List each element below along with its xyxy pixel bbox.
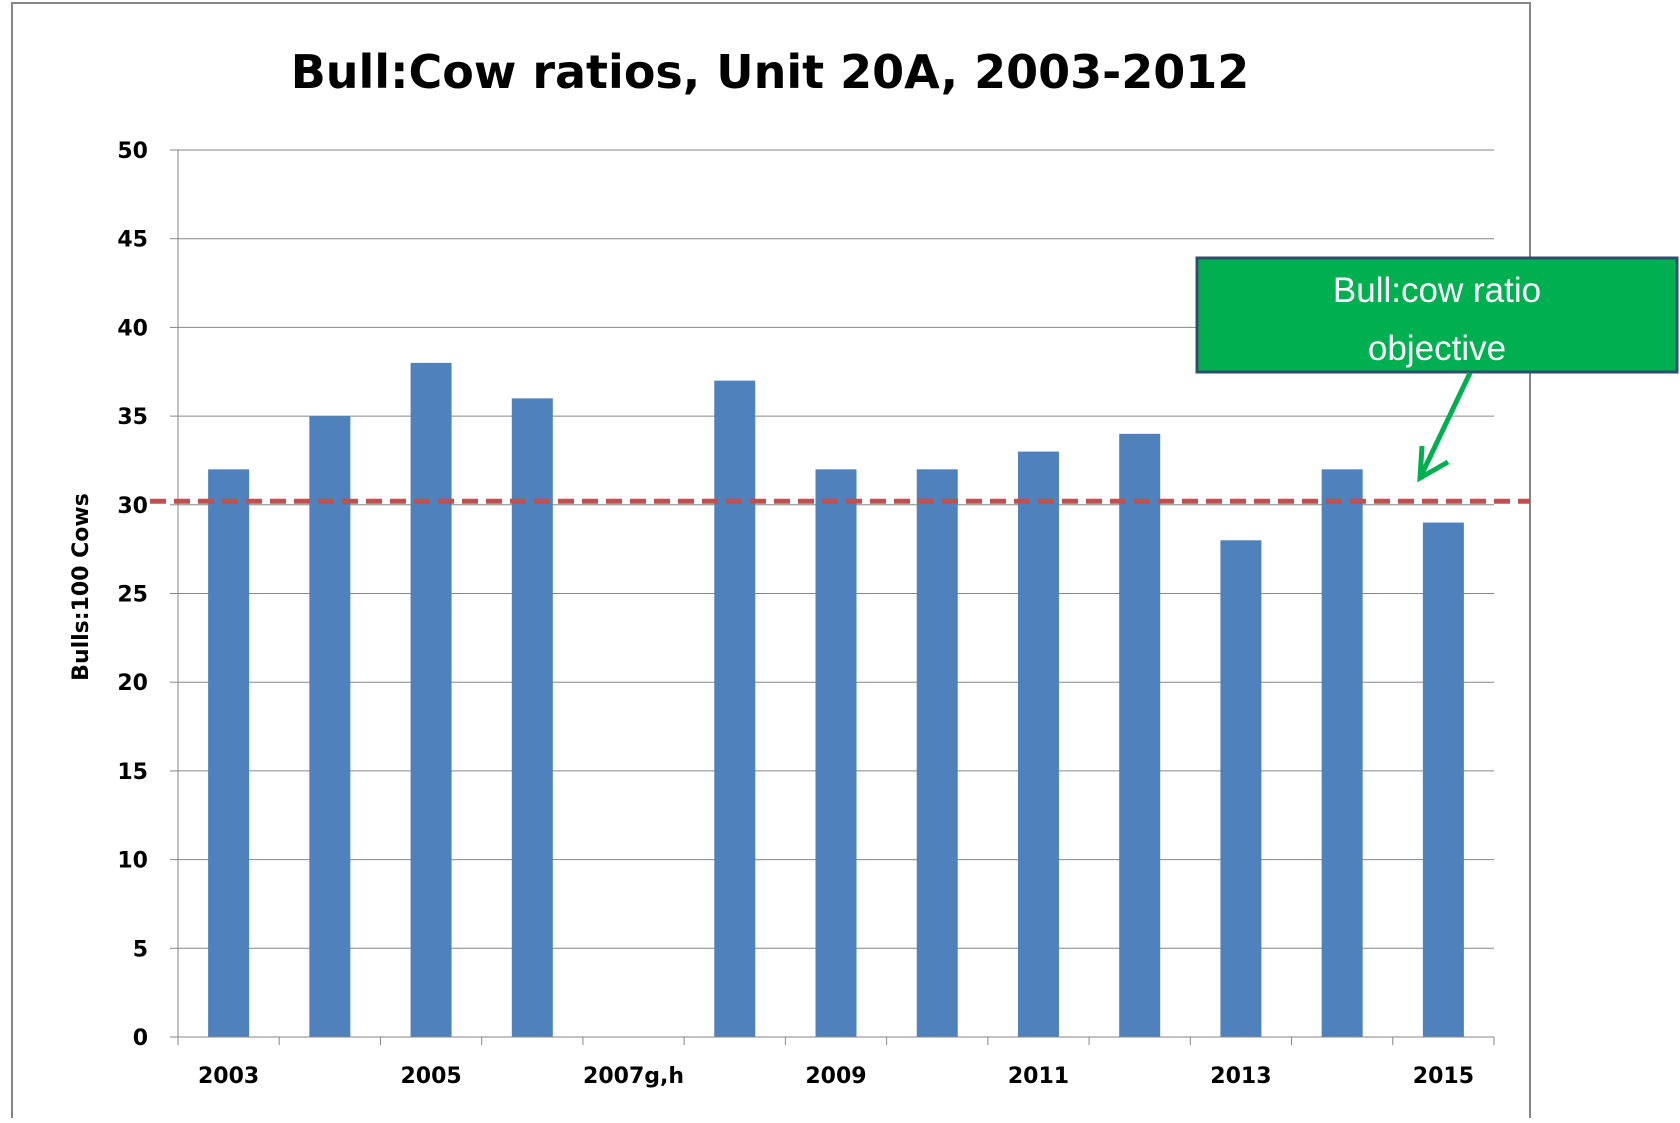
y-tick-label: 35	[117, 405, 148, 430]
bar	[815, 469, 857, 1037]
y-tick-label: 5	[133, 937, 148, 962]
y-tick-label: 50	[117, 139, 148, 164]
arrow-head	[1417, 445, 1450, 483]
y-tick-label: 0	[133, 1026, 148, 1051]
bar	[511, 398, 553, 1037]
x-tick-label: 2015	[1413, 1064, 1474, 1089]
callout-box	[1195, 256, 1679, 374]
x-tick-label: 2009	[805, 1064, 866, 1089]
y-tick-label: 40	[117, 316, 148, 341]
callout-text-line2: objective	[1368, 329, 1506, 368]
chart-title: Bull:Cow ratios, Unit 20A, 2003-2012	[291, 45, 1250, 99]
y-tick-labels: 0 5 10 15 20 25 30 35 40 45 50	[117, 139, 178, 1051]
x-tick-label: 2013	[1210, 1064, 1271, 1089]
y-axis-label: Bulls:100 Cows	[69, 493, 94, 681]
bar	[1017, 451, 1059, 1038]
y-tick-label: 30	[117, 494, 148, 519]
bars	[208, 362, 1464, 1038]
x-tick-label: 2007g,h	[583, 1064, 684, 1089]
bar	[1220, 540, 1262, 1037]
y-tick-label: 45	[117, 228, 148, 253]
arrow-shaft	[1417, 371, 1473, 480]
bar	[208, 469, 250, 1037]
y-tick-label: 20	[117, 671, 148, 696]
bar	[309, 416, 351, 1038]
y-tick-label: 15	[117, 760, 148, 785]
callout-arrow	[1417, 371, 1473, 483]
x-tick-label: 2011	[1008, 1064, 1069, 1089]
x-tick-label: 2005	[400, 1064, 461, 1089]
objective-callout: Bull:cow ratio objective	[1195, 256, 1679, 374]
callout-text-line1: Bull:cow ratio	[1333, 271, 1541, 310]
bar	[1321, 469, 1363, 1037]
bar	[410, 362, 452, 1037]
y-tick-label: 25	[117, 583, 148, 608]
chart-frame	[11, 2, 1531, 1123]
bar	[1422, 522, 1464, 1037]
y-tick-label: 10	[117, 849, 148, 874]
bar	[916, 469, 958, 1037]
x-tick-labels: 2003 2005 2007g,h 2009 2011 2013 2015	[177, 1037, 1495, 1089]
bar	[714, 380, 756, 1037]
bar	[1119, 433, 1161, 1038]
x-tick-label: 2003	[198, 1064, 259, 1089]
